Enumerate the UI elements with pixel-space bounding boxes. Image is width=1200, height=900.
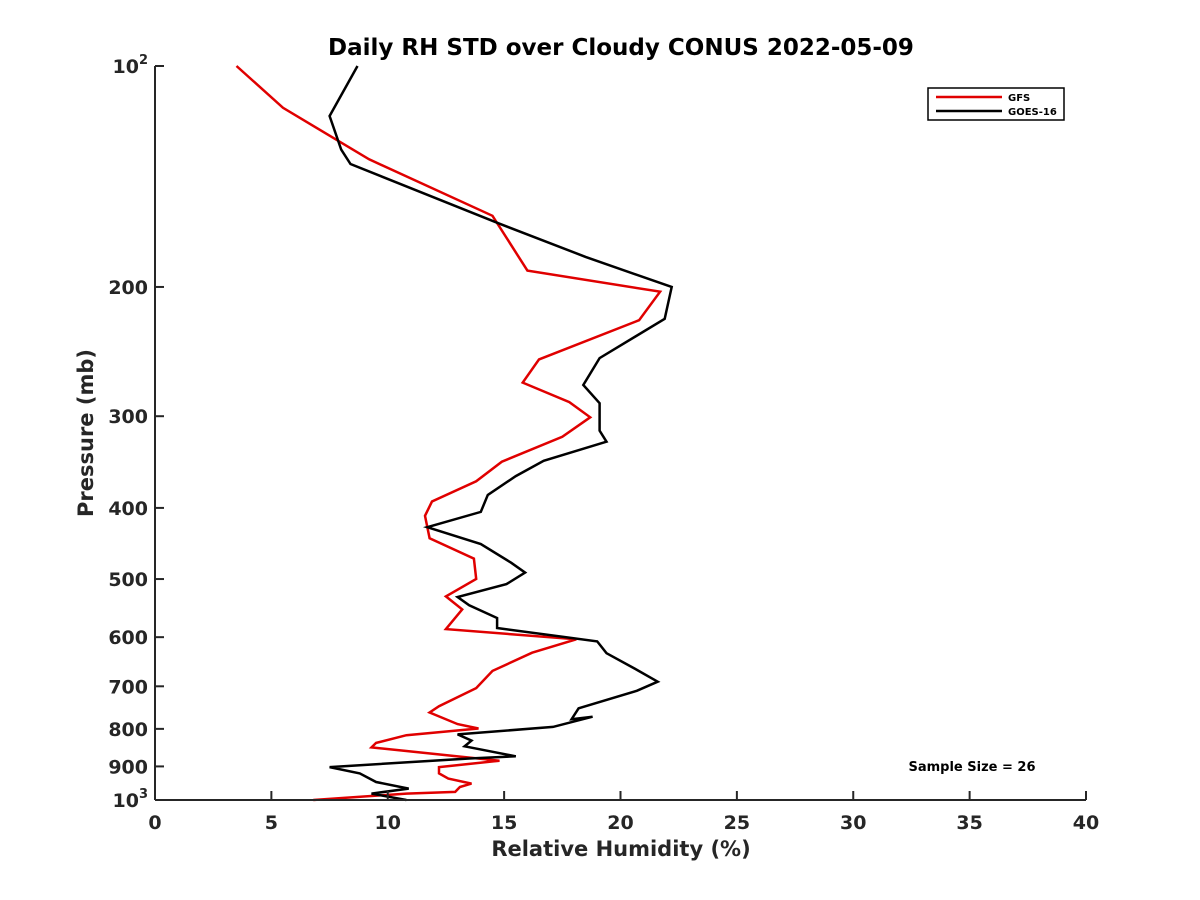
x-tick-label: 35 (956, 812, 982, 834)
x-tick-label: 25 (724, 812, 750, 834)
legend: GFS GOES-16 (927, 87, 1065, 121)
y-tick-label: 800 (108, 719, 148, 741)
y-tick-label: 400 (108, 498, 148, 520)
x-tick-label: 0 (148, 812, 161, 834)
y-tick-label: 600 (108, 627, 148, 649)
legend-label-goes16: GOES-16 (1008, 107, 1057, 118)
legend-box (927, 87, 1065, 121)
x-tick-label: 30 (840, 812, 866, 834)
x-tick-label: 20 (607, 812, 633, 834)
x-axis-label: Relative Humidity (%) (491, 837, 750, 861)
series-line-goes16 (328, 65, 674, 802)
y-tick-label: 102 (113, 53, 149, 78)
y-tick-label: 103 (113, 787, 149, 812)
sample-size-annotation: Sample Size = 26 (908, 760, 1035, 775)
y-ticks: 102 200 300 400 500 600 700 800 900 103 (108, 53, 164, 812)
series-layer (235, 65, 674, 802)
y-tick-label: 700 (108, 676, 148, 698)
y-tick-label: 900 (108, 756, 148, 778)
chart-title: Daily RH STD over Cloudy CONUS 2022-05-0… (328, 35, 914, 61)
x-tick-label: 5 (265, 812, 278, 834)
legend-label-gfs: GFS (1008, 93, 1030, 104)
x-tick-label: 15 (491, 812, 517, 834)
x-tick-label: 40 (1073, 812, 1099, 834)
y-tick-label: 200 (108, 277, 148, 299)
x-ticks: 0 5 10 15 20 25 30 35 40 (148, 791, 1099, 834)
x-tick-label: 10 (375, 812, 401, 834)
y-tick-label: 500 (108, 569, 148, 591)
y-tick-label: 300 (108, 406, 148, 428)
series-line-gfs (235, 65, 663, 802)
y-axis-label: Pressure (mb) (74, 349, 98, 517)
